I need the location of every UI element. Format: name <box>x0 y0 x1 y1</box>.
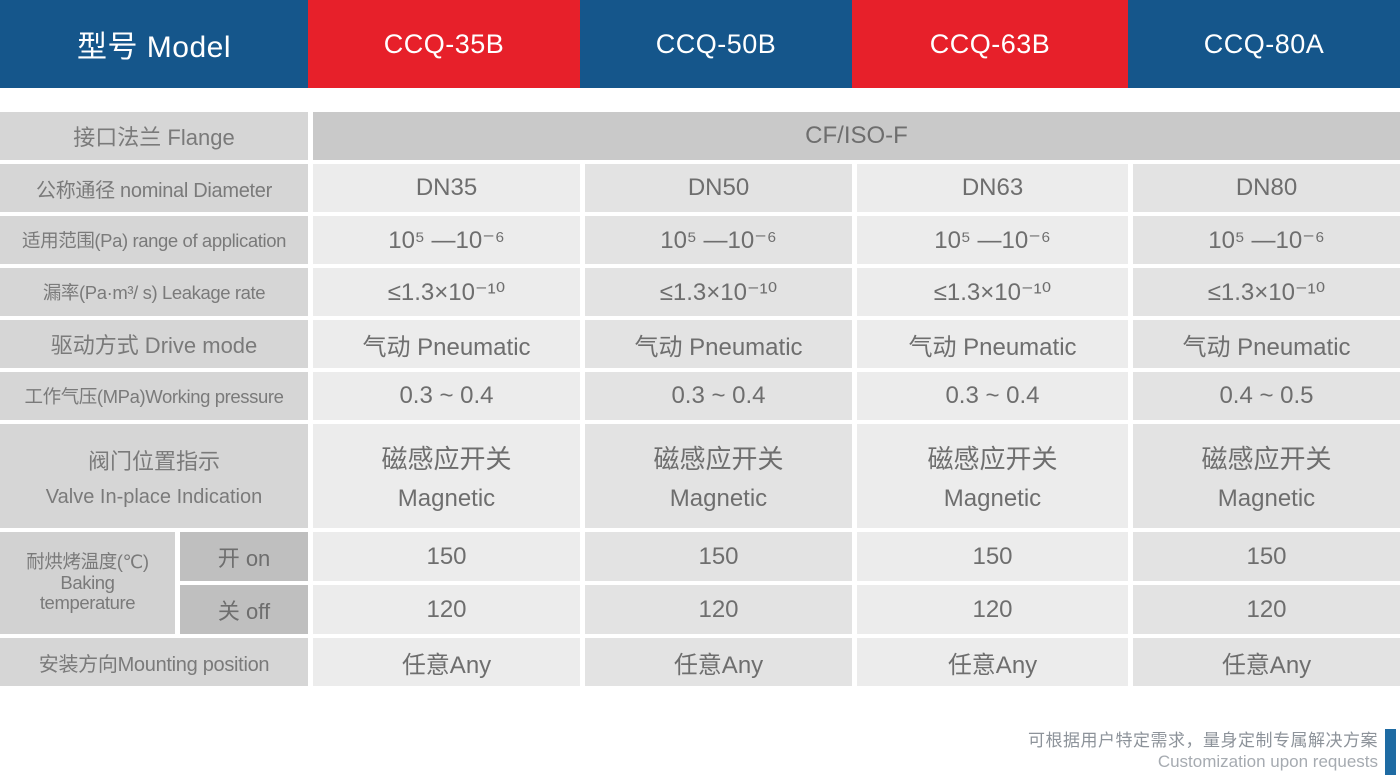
drive-value: 气动 Pneumatic <box>585 320 852 368</box>
leakage-value: ≤1.3×10⁻¹⁰ <box>313 268 580 316</box>
diameter-value: DN80 <box>1133 164 1400 212</box>
mounting-value: 任意Any <box>313 638 580 686</box>
model-header-ccq-50b: CCQ-50B <box>580 0 852 88</box>
baking-off-value: 120 <box>585 585 852 634</box>
valve-value-en: Magnetic <box>669 485 768 512</box>
baking-off-value: 120 <box>313 585 580 634</box>
mounting-value: 任意Any <box>857 638 1128 686</box>
diameter-value: DN63 <box>857 164 1128 212</box>
baking-label-cn: 耐烘烤温度(℃) <box>26 550 149 572</box>
leakage-value: ≤1.3×10⁻¹⁰ <box>857 268 1128 316</box>
flange-value-merged: CF/ISO-F <box>313 112 1400 160</box>
pressure-row-label: 工作气压(MPa)Working pressure <box>0 372 308 420</box>
range-value: 10⁵ —10⁻⁶ <box>313 216 580 264</box>
range-value: 10⁵ —10⁻⁶ <box>857 216 1128 264</box>
diameter-value: DN50 <box>585 164 852 212</box>
pressure-value: 0.3 ~ 0.4 <box>585 372 852 420</box>
customization-note-cn: 可根据用户特定需求，量身定制专属解决方案 <box>1028 730 1378 750</box>
flange-row-label: 接口法兰 Flange <box>0 112 308 160</box>
drive-value: 气动 Pneumatic <box>857 320 1128 368</box>
baking-label-en-2: temperature <box>39 592 136 614</box>
model-header-ccq-80a: CCQ-80A <box>1128 0 1400 88</box>
model-header-row: 型号 Model CCQ-35B CCQ-50B CCQ-63B CCQ-80A <box>0 0 1400 88</box>
accent-bar <box>1385 729 1396 775</box>
model-header-ccq-35b: CCQ-35B <box>308 0 580 88</box>
baking-on-value: 150 <box>585 532 852 581</box>
valve-indication-value: 磁感应开关 Magnetic <box>313 424 580 528</box>
leakage-row-label: 漏率(Pa·m³/ s) Leakage rate <box>0 268 308 316</box>
baking-on-value: 150 <box>857 532 1128 581</box>
baking-off-value: 120 <box>857 585 1128 634</box>
baking-temperature-row-label: 耐烘烤温度(℃) Baking temperature <box>0 532 175 634</box>
drive-row-label: 驱动方式 Drive mode <box>0 320 308 368</box>
pressure-value: 0.3 ~ 0.4 <box>857 372 1128 420</box>
valve-value-cn: 磁感应开关 <box>381 444 512 474</box>
valve-indication-label-cn: 阀门位置指示 <box>87 448 220 474</box>
customization-note-en: Customization upon requests <box>1157 751 1378 771</box>
valve-value-en: Magnetic <box>1217 485 1316 512</box>
valve-value-cn: 磁感应开关 <box>927 444 1058 474</box>
diameter-value: DN35 <box>313 164 580 212</box>
valve-value-en: Magnetic <box>397 485 496 512</box>
model-header-label: 型号 Model <box>0 0 308 88</box>
valve-value-cn: 磁感应开关 <box>1201 444 1332 474</box>
valve-indication-value: 磁感应开关 Magnetic <box>857 424 1128 528</box>
valve-indication-label-en: Valve In-place Indication <box>45 485 263 508</box>
model-header-ccq-63b: CCQ-63B <box>852 0 1128 88</box>
mounting-row-label: 安装方向Mounting position <box>0 638 308 686</box>
valve-indication-value: 磁感应开关 Magnetic <box>585 424 852 528</box>
drive-value: 气动 Pneumatic <box>1133 320 1400 368</box>
range-value: 10⁵ —10⁻⁶ <box>585 216 852 264</box>
customization-note: 可根据用户特定需求，量身定制专属解决方案 Customization upon … <box>1028 730 1378 773</box>
leakage-value: ≤1.3×10⁻¹⁰ <box>585 268 852 316</box>
leakage-value: ≤1.3×10⁻¹⁰ <box>1133 268 1400 316</box>
baking-label-en-1: Baking <box>60 571 115 593</box>
valve-indication-row-label: 阀门位置指示 Valve In-place Indication <box>0 424 308 528</box>
range-row-label: 适用范围(Pa) range of application <box>0 216 308 264</box>
baking-on-value: 150 <box>1133 532 1400 581</box>
baking-off-sublabel: 关 off <box>180 585 308 634</box>
baking-on-value: 150 <box>313 532 580 581</box>
valve-value-en: Magnetic <box>943 485 1042 512</box>
mounting-value: 任意Any <box>1133 638 1400 686</box>
pressure-value: 0.3 ~ 0.4 <box>313 372 580 420</box>
spec-table: 接口法兰 Flange CF/ISO-F 公称通径 nominal Diamet… <box>0 112 1400 686</box>
valve-value-cn: 磁感应开关 <box>653 444 784 474</box>
drive-value: 气动 Pneumatic <box>313 320 580 368</box>
range-value: 10⁵ —10⁻⁶ <box>1133 216 1400 264</box>
valve-indication-value: 磁感应开关 Magnetic <box>1133 424 1400 528</box>
pressure-value: 0.4 ~ 0.5 <box>1133 372 1400 420</box>
baking-off-value: 120 <box>1133 585 1400 634</box>
diameter-row-label: 公称通径 nominal Diameter <box>0 164 308 212</box>
mounting-value: 任意Any <box>585 638 852 686</box>
baking-on-sublabel: 开 on <box>180 532 308 581</box>
